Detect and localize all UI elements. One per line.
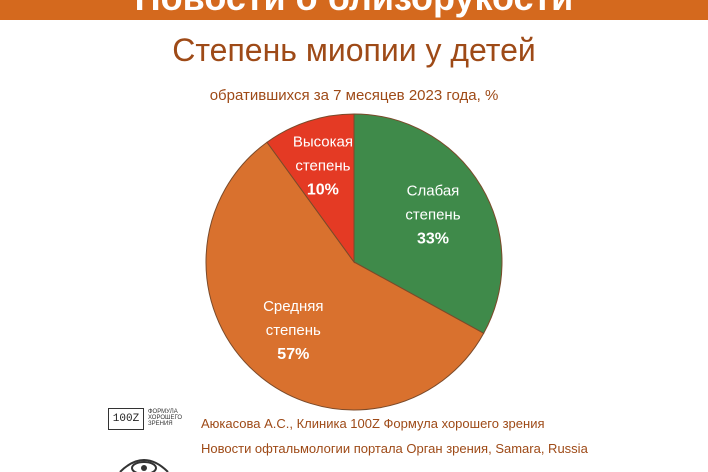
- slice-label-2: Средняя степень 57%: [263, 298, 323, 363]
- slice-label-3: Высокая степень 10%: [293, 133, 353, 198]
- pie-slice-2: [205, 141, 485, 411]
- pie-labels: Слабая степень 33% Средняя степень 57% Высокая…: [263, 133, 461, 363]
- chart-title: Степень миопии у детей: [172, 32, 536, 68]
- chart-subtitle: обратившихся за 7 месяцев 2023 года, %: [209, 87, 499, 104]
- logo-words: Формула хорошего зрения: [148, 409, 183, 427]
- pie-slice-1: [353, 113, 503, 334]
- pie-slice-3: [266, 113, 355, 264]
- top-banner: Новости о близорукости: [0, 0, 708, 20]
- clinic-logo: 100Z Формула хорошего зрения: [108, 408, 188, 430]
- pie-slices: [205, 113, 503, 411]
- slice-label-1: Слабая степень 33%: [405, 182, 460, 247]
- eye-logo-icon: [112, 446, 176, 472]
- author-credit: Аюкасова А.С., Клиника 100Z Формула хоро…: [201, 416, 545, 431]
- banner-text: Новости о близорукости: [0, 0, 708, 18]
- source-note: Новости офтальмологии портала Орган зрен…: [201, 441, 588, 456]
- logo-mark: 100Z: [108, 408, 144, 430]
